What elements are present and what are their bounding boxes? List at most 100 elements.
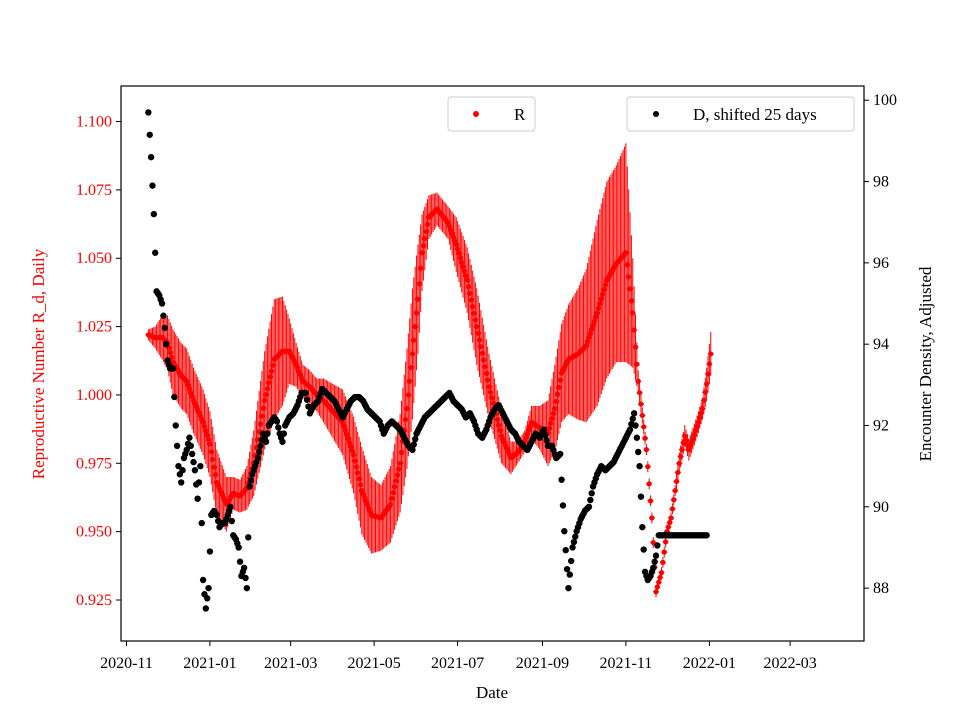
d-point [280,430,288,437]
r-point [645,464,651,470]
d-point [273,418,281,425]
d-point [198,519,205,527]
d-point [160,312,167,319]
d-point [173,442,181,450]
left-y-tick-label: 1.025 [76,319,112,336]
d-point [588,490,595,497]
d-point [194,495,201,502]
d-point [199,576,207,584]
d-point [228,517,236,525]
d-point [587,496,594,504]
right-y-tick-label: 100 [873,92,897,109]
d-point [204,595,211,602]
left-y-tick-label: 1.000 [76,387,112,404]
r-series [145,143,714,598]
x-tick-label: 2021-01 [183,655,236,672]
r-point [643,447,650,453]
r-point [671,497,677,503]
left-y-tick-label: 0.950 [76,524,112,541]
d-point [145,109,152,116]
d-point [206,548,214,555]
d-point [569,544,576,551]
left-y-tick-label: 1.050 [76,250,112,267]
d-point [236,558,244,565]
r-point [661,549,667,555]
d-point [411,435,419,443]
d-point [178,479,185,486]
d-point [639,523,646,531]
left-axis-title: Reproductive Number R_d, Daily [29,248,48,479]
d-point [152,249,159,256]
d-point [195,479,203,486]
d-point [197,462,204,470]
d-point [303,396,311,403]
r-point [646,481,652,487]
d-point [652,552,660,559]
r-point [642,435,648,441]
d-point [567,557,575,565]
d-point [637,493,645,500]
left-y-tick-label: 0.925 [76,592,112,609]
right-y-axis: 88 90 92 94 96 98 100 [864,92,897,597]
legend-d-label: D, shifted 25 days [693,105,817,124]
d-point [183,446,190,454]
d-point [565,584,572,592]
d-point [636,462,643,470]
legend-r-marker [473,111,479,117]
d-point [247,477,255,484]
d-point [186,434,193,441]
legend-r: R [447,96,536,132]
x-tick-label: 2020-11 [100,655,153,672]
r-point [650,539,656,546]
x-tick-label: 2021-09 [516,655,569,672]
d-point [246,483,253,490]
d-point [147,153,155,161]
right-y-tick-label: 94 [873,336,889,353]
d-point [158,300,166,307]
d-point [566,571,574,578]
r-point [660,559,666,565]
r-point [669,506,676,512]
d-point [543,437,550,444]
r-point [668,515,674,521]
d-point [562,546,569,554]
d-point [235,544,242,551]
x-tick-label: 2022-03 [763,655,816,672]
d-point [254,454,262,462]
x-axis: 2020-11 2021-01 2021-03 2021-05 2021-07 2021-… [100,641,817,672]
d-point [162,340,170,348]
r-point [635,378,641,384]
legend-d-marker [653,111,659,117]
d-point [191,467,199,474]
right-y-tick-label: 88 [873,580,889,597]
d-point [640,546,647,553]
d-point [563,565,571,573]
d-point [171,393,178,401]
d-point [213,511,220,519]
d-point [161,324,168,332]
d-point [410,441,418,448]
d-point [635,448,642,456]
r-point [658,570,665,576]
x-tick-label: 2021-05 [347,655,400,672]
d-point [409,446,416,454]
d-point [632,422,639,429]
right-y-tick-label: 90 [873,499,889,516]
r-point [639,412,645,419]
d-point [179,467,186,474]
d-point [703,532,710,539]
d-point [146,131,153,138]
d-point [172,422,179,429]
d-point [188,450,196,458]
d-point [256,448,263,456]
left-y-axis: 0.925 0.950 0.975 1.000 1.025 1.050 1.075 1.100 [76,114,121,609]
d-point [149,182,156,189]
d-point [630,410,638,417]
d-point [557,450,564,458]
d-point [187,442,194,450]
x-tick-label: 2021-07 [431,655,484,672]
d-point [169,365,177,372]
d-point [540,426,548,433]
right-y-tick-label: 92 [873,418,889,435]
d-point [558,476,565,483]
